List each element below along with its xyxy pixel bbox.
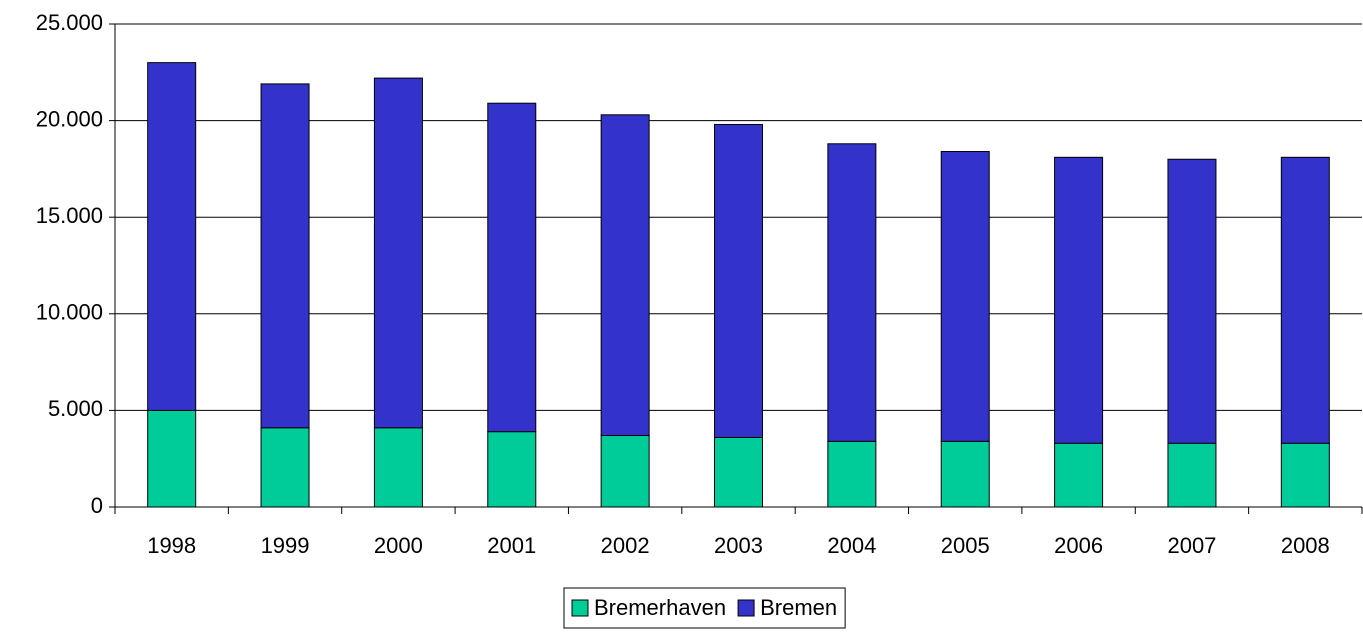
x-tick-label: 2000 [374,533,423,558]
legend-label: Bremerhaven [594,595,726,620]
bar-segment [260,427,310,508]
x-tick-label: 2008 [1281,533,1330,558]
legend-box [563,587,846,629]
y-tick-label: 15.000 [36,203,103,228]
x-tick-label: 2007 [1167,533,1216,558]
bar-segment [940,440,990,508]
x-tick-label: 1999 [261,533,310,558]
legend-swatch [737,599,755,617]
legend-label: Bremen [760,595,837,620]
bar-segment [714,436,763,508]
bar-segment [827,143,877,442]
bar-segment [147,62,197,411]
x-tick-label: 2001 [487,533,536,558]
bar-segment [373,77,423,429]
y-tick-label: 20.000 [36,106,103,131]
x-tick-label: 2004 [827,533,876,558]
x-tick-label: 1998 [147,533,196,558]
bar-segment [487,102,537,433]
legend-swatch [571,599,589,617]
y-tick-label: 0 [91,493,103,518]
bar-segment [373,427,423,508]
bar-segment [1280,442,1330,508]
bar-segment [1280,156,1330,444]
bar-segment [487,431,537,508]
bar-segment [1054,442,1104,508]
x-tick-label: 2005 [941,533,990,558]
y-tick-label: 10.000 [36,300,103,325]
x-tick-label: 2003 [714,533,763,558]
bar-segment [714,123,763,438]
bar-segment [600,435,650,508]
bar-segment [1054,156,1104,444]
x-tick-label: 2002 [601,533,650,558]
bar-segment [827,440,877,508]
bar-segment [940,151,990,442]
bar-segment [1167,158,1217,444]
bar-segment [600,114,650,437]
y-tick-label: 5.000 [48,396,103,421]
bar-segment [260,83,310,429]
x-tick-label: 2006 [1054,533,1103,558]
y-tick-label: 25.000 [36,10,103,35]
bar-segment [147,409,197,508]
bar-segment [1167,442,1217,508]
